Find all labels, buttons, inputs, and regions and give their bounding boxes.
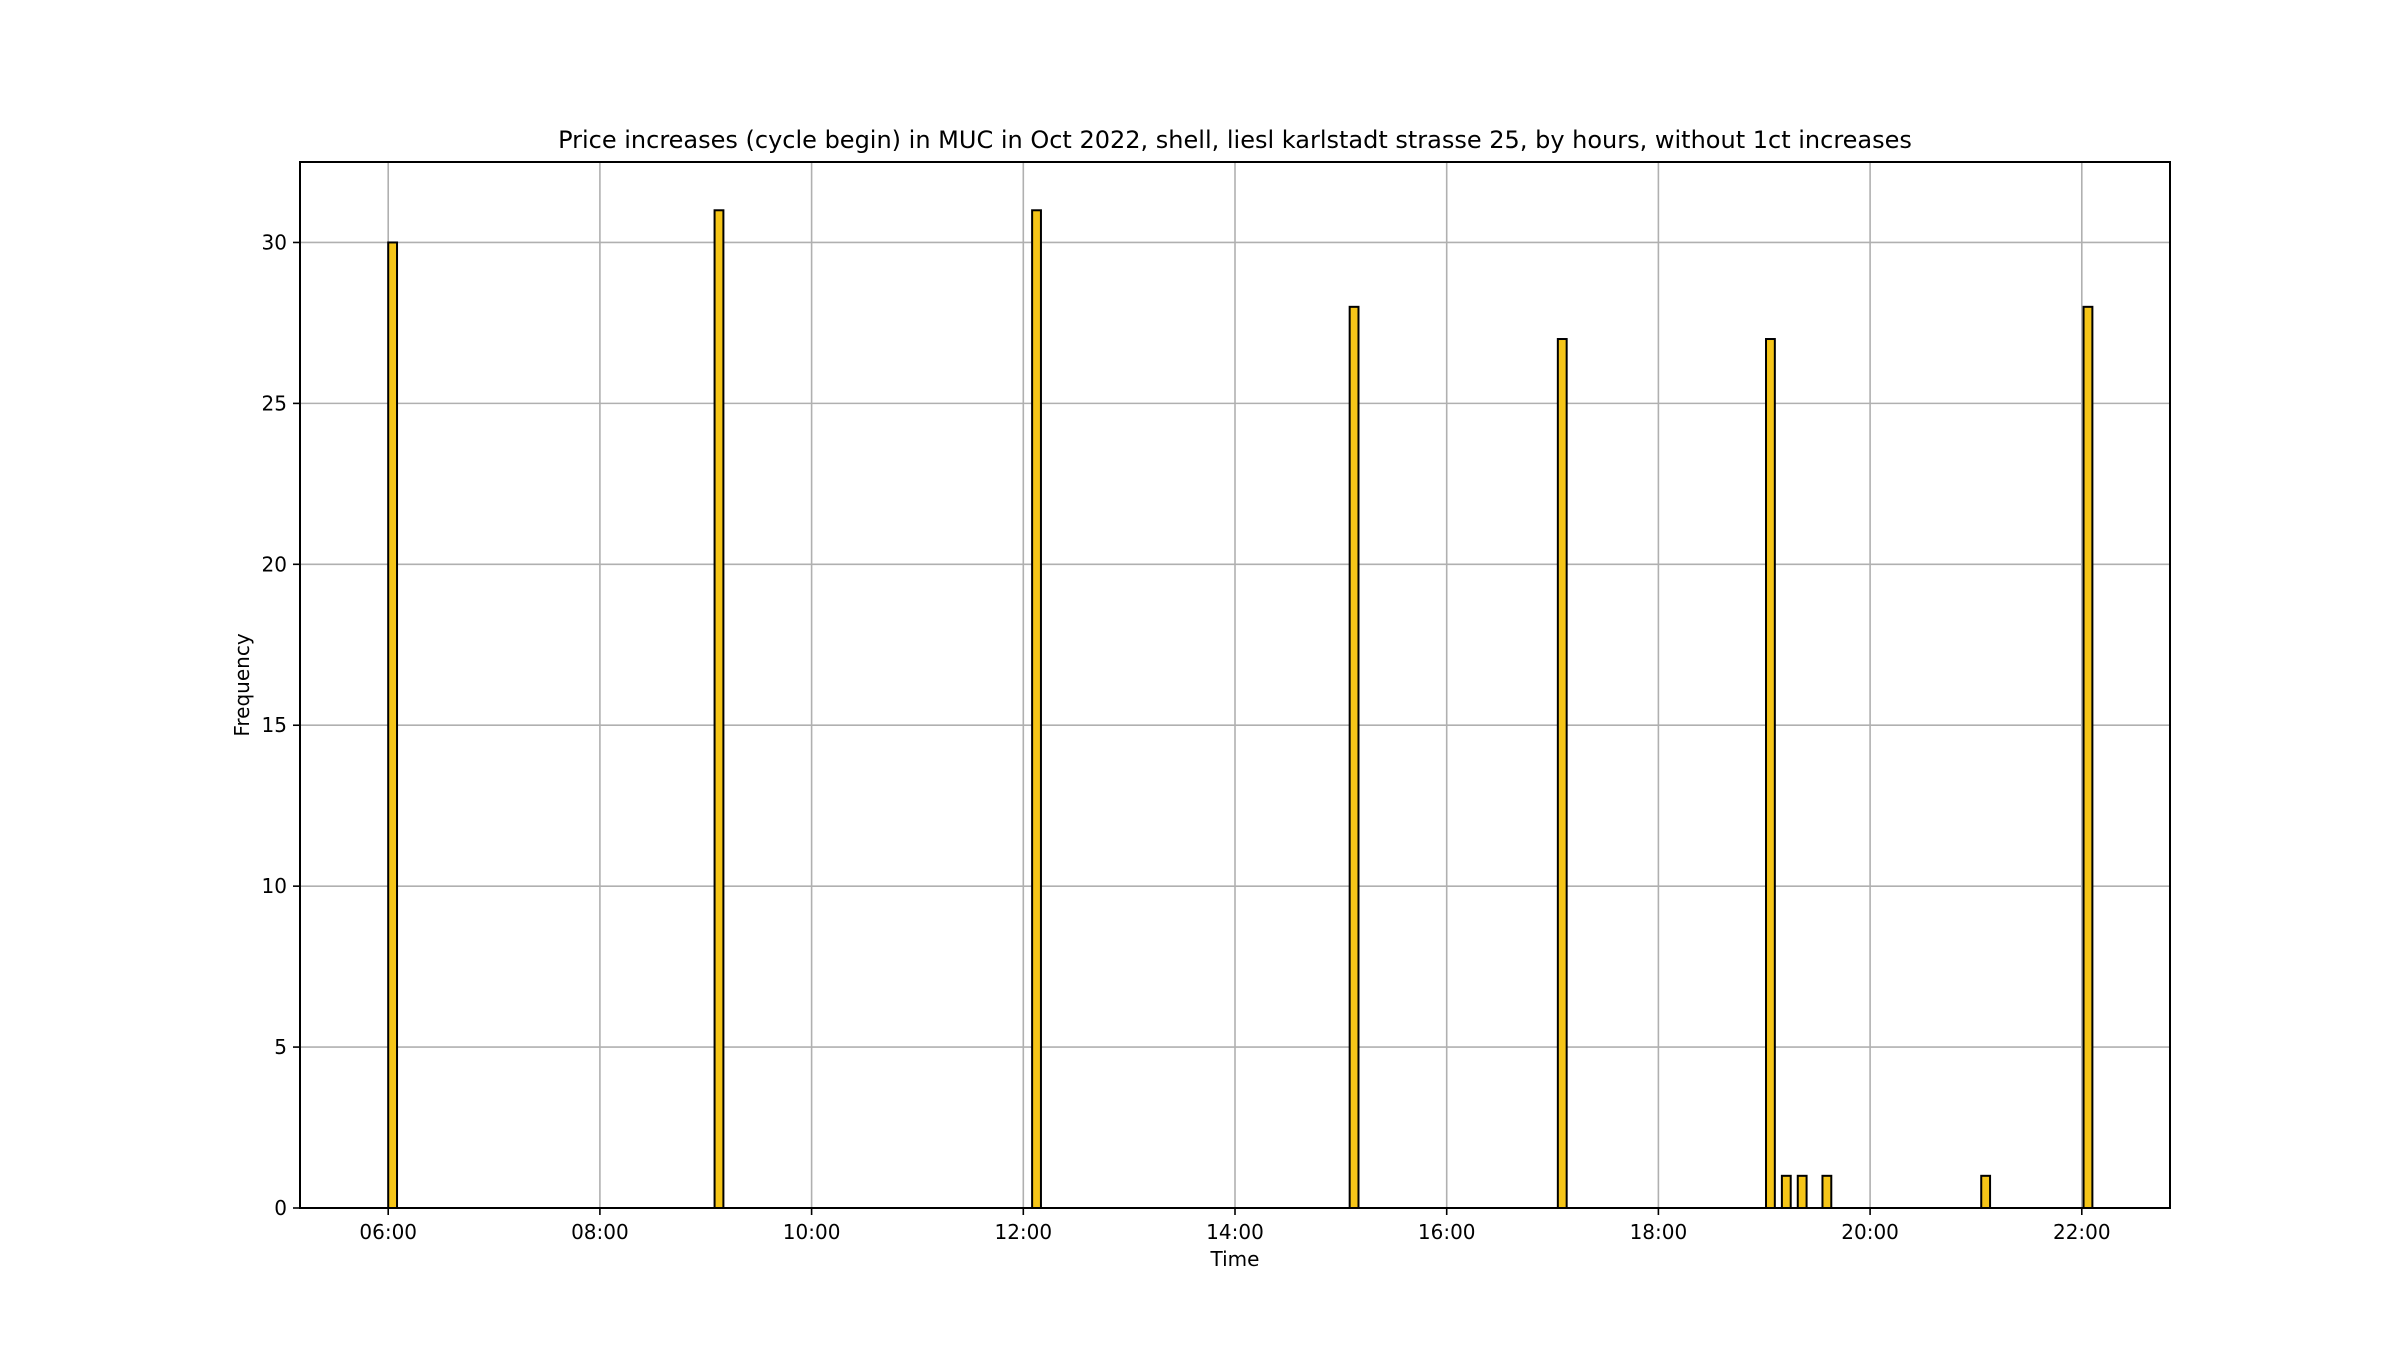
y-axis-label: Frequency [230,633,254,736]
x-tick-label: 22:00 [2053,1220,2111,1244]
y-axis-ticks: 0 5 10 15 20 25 30 [262,230,300,1220]
x-tick-label: 10:00 [783,1220,841,1244]
y-tick-label: 25 [262,391,287,415]
x-tick-label: 14:00 [1206,1220,1264,1244]
histogram-bar [1031,209,1042,1209]
x-tick-label: 16:00 [1418,1220,1476,1244]
histogram-bar [1348,305,1360,1210]
x-tick-label: 12:00 [994,1220,1052,1244]
x-tick-label: 20:00 [1841,1220,1899,1244]
histogram-bar [1821,1174,1833,1210]
histogram-bar [387,241,399,1209]
y-tick-label: 15 [262,713,287,737]
histogram-bar [1980,1174,1992,1210]
chart-title: Price increases (cycle begin) in MUC in … [558,126,1912,154]
histogram-bar [1796,1174,1808,1210]
grid-lines [300,162,2170,1209]
histogram-bar [1765,338,1776,1209]
y-tick-label: 20 [262,552,287,576]
bars [387,209,2094,1210]
y-tick-label: 30 [262,230,287,254]
x-tick-label: 18:00 [1630,1220,1688,1244]
y-tick-label: 10 [262,874,287,898]
histogram-bar [1556,338,1568,1209]
x-axis-label: Time [1210,1247,1260,1271]
y-tick-label: 0 [274,1196,287,1220]
histogram-bar [1780,1174,1792,1210]
histogram-bar [2082,305,2094,1210]
x-tick-label: 06:00 [359,1220,417,1244]
y-tick-label: 5 [274,1035,287,1059]
histogram-bar [713,209,725,1209]
x-tick-label: 08:00 [571,1220,629,1244]
x-axis-ticks: 06:00 08:00 10:00 12:00 14:00 16:00 18:00 20:00… [359,1208,2111,1244]
